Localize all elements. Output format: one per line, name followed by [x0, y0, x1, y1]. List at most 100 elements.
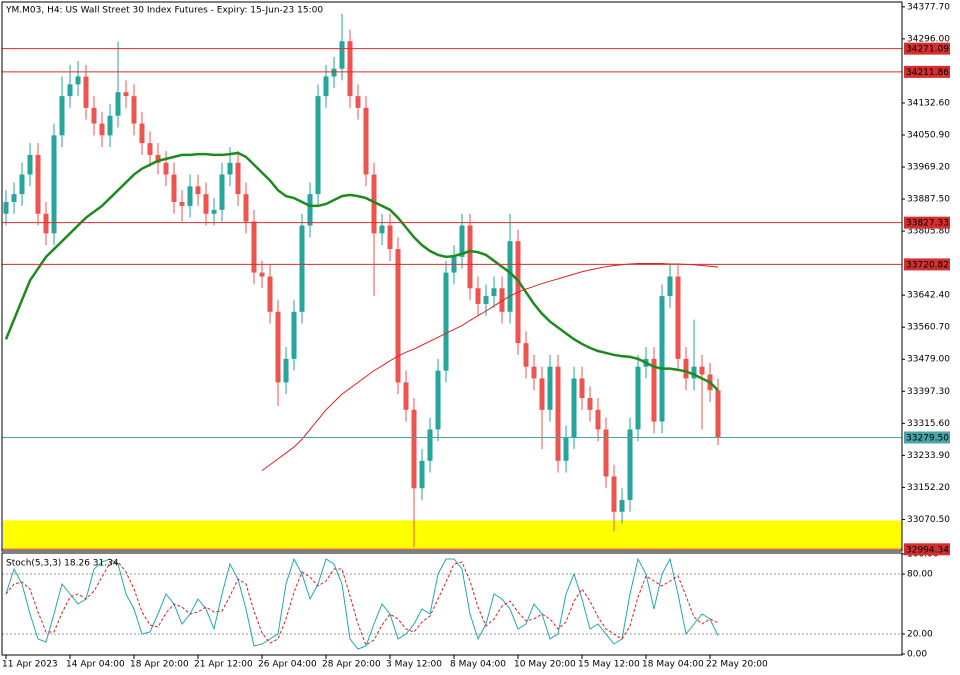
candle-body — [387, 225, 393, 250]
candle-body — [19, 174, 25, 195]
price-level-tag — [904, 65, 950, 78]
candle-body — [443, 272, 449, 371]
candle-body — [91, 107, 97, 124]
x-tick-label: 14 Apr 04:00 — [66, 660, 125, 670]
x-tick-label: 21 Apr 12:00 — [194, 660, 253, 670]
y-tick-label: 34296.00 — [907, 34, 950, 44]
candle-body — [235, 162, 241, 195]
candle-body — [555, 366, 561, 461]
candle-body — [411, 409, 417, 489]
candle-body — [427, 429, 433, 461]
y-tick-label: 33969.20 — [907, 163, 950, 173]
candle-body — [651, 358, 657, 422]
candle-body — [523, 343, 529, 367]
candle-body — [403, 382, 409, 410]
candle-body — [283, 358, 289, 383]
candle-body — [699, 366, 705, 375]
candle-body — [507, 241, 513, 312]
candle-body — [675, 276, 681, 359]
y-tick-label: 34132.60 — [907, 98, 950, 108]
candle-body — [627, 429, 633, 501]
candle-body — [683, 358, 689, 379]
candle-body — [355, 96, 361, 108]
x-tick-label: 8 May 04:00 — [450, 660, 506, 670]
candle-body — [539, 378, 545, 410]
y-tick-label: 33887.50 — [907, 195, 950, 205]
candle-body — [243, 194, 249, 222]
candle-body — [187, 186, 193, 206]
candle-body — [667, 276, 673, 297]
x-tick-label: 28 Apr 20:00 — [322, 660, 381, 670]
candle-body — [331, 68, 337, 77]
candle-body — [459, 225, 465, 257]
candle-body — [107, 115, 113, 136]
y-tick-label: 33397.30 — [907, 387, 950, 397]
y-tick-label: 33805.80 — [907, 227, 950, 237]
candle-body — [35, 154, 41, 214]
candle-body — [307, 194, 313, 226]
candle-body — [83, 76, 89, 108]
candle-body — [219, 174, 225, 210]
candle-body — [211, 209, 217, 214]
candle-body — [171, 174, 177, 202]
candle-body — [51, 135, 57, 234]
x-tick-label: 22 May 20:00 — [706, 660, 768, 670]
candle-body — [75, 76, 81, 85]
candle-body — [619, 500, 625, 512]
candle-body — [291, 311, 297, 359]
candle-body — [531, 366, 537, 379]
candle-body — [299, 225, 305, 312]
candle-body — [579, 378, 585, 399]
candle-body — [371, 174, 377, 234]
candle-body — [267, 276, 273, 312]
candle-body — [547, 366, 553, 410]
candle-body — [163, 162, 169, 175]
price-level-label: 34211.86 — [906, 68, 949, 78]
candle-body — [419, 460, 425, 489]
candle-body — [347, 41, 353, 97]
candle-body — [251, 221, 257, 273]
y-tick-label: 0.00 — [907, 650, 927, 660]
price-level-tag — [904, 258, 950, 271]
candle-body — [195, 186, 201, 195]
stoch-frame — [1, 552, 903, 656]
candle-body — [59, 96, 65, 136]
candle-body — [99, 123, 105, 136]
candle-body — [123, 92, 129, 97]
support-zone — [3, 520, 902, 550]
y-tick-label: 33152.20 — [907, 483, 950, 493]
candle-body — [467, 225, 473, 289]
candle-body — [323, 76, 329, 97]
candle-body — [363, 107, 369, 175]
y-tick-label: 34377.70 — [907, 2, 950, 12]
y-tick-label: 33233.90 — [907, 451, 950, 461]
main-frame — [1, 1, 903, 552]
x-tick-label: 18 May 04:00 — [642, 660, 704, 670]
y-tick-label: 20.00 — [907, 630, 933, 640]
layer: 11 Apr 2023 14 Apr 04:00 18 Apr 20:00 21 Ap… — [2, 2, 950, 670]
candle-body — [179, 201, 185, 206]
indicator-line — [4, 151, 719, 392]
chart-title: YM.M03, H4: US Wall Street 30 Index Futu… — [5, 6, 323, 16]
y-tick-label: 34050.90 — [907, 130, 950, 140]
candle-body — [435, 370, 441, 430]
candle-body — [499, 288, 505, 312]
indicator-line — [5, 557, 719, 650]
candle-body — [203, 194, 209, 214]
x-tick-label: 3 May 12:00 — [386, 660, 442, 670]
stoch-title: Stoch(5,3,3) 18.26 31.34 — [6, 559, 119, 569]
y-tick-label: 33642.40 — [907, 291, 950, 301]
price-level-tag — [904, 431, 950, 444]
price-level-tag — [904, 543, 950, 556]
candle-body — [379, 225, 385, 234]
price-level-label: 34271.09 — [906, 45, 949, 55]
candle-body — [259, 272, 265, 277]
candle-body — [659, 296, 665, 422]
y-tick-label: 33070.50 — [907, 515, 950, 525]
candle-body — [315, 96, 321, 195]
candle-body — [691, 366, 697, 379]
x-tick-label: 15 May 12:00 — [578, 660, 640, 670]
y-tick-label: 33560.70 — [907, 323, 950, 333]
